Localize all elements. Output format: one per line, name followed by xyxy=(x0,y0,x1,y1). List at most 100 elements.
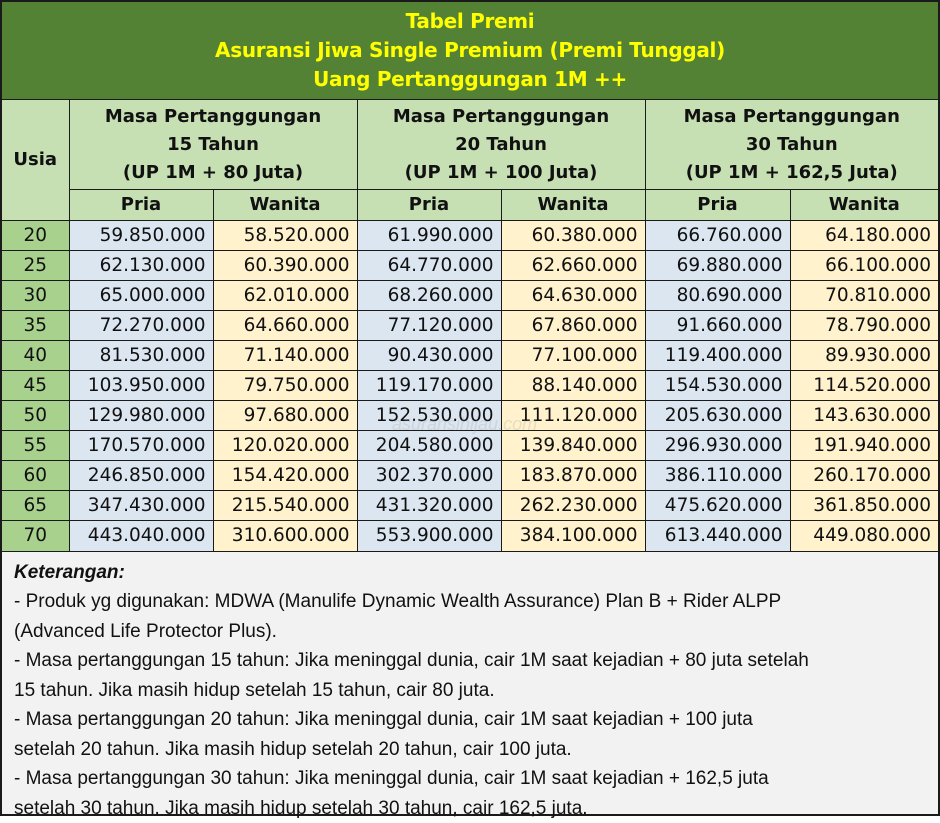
premium-table: Usia Masa Pertanggungan 15 Tahun (UP 1M … xyxy=(2,100,938,552)
notes-line: setelah 20 tahun. Jika masih hidup setel… xyxy=(14,738,572,760)
notes-line: - Masa pertanggungan 30 tahun: Jika meni… xyxy=(14,768,769,790)
premium-cell-wanita: 215.540.000 xyxy=(212,490,358,522)
premium-cell-pria: 59.850.000 xyxy=(68,219,214,251)
group-header-row: Usia Masa Pertanggungan 15 Tahun (UP 1M … xyxy=(2,100,938,221)
age-cell: 45 xyxy=(2,369,70,402)
notes-line: - Masa pertanggungan 20 tahun: Jika meni… xyxy=(14,709,753,731)
premium-cell-pria: 204.580.000 xyxy=(356,430,502,462)
premium-cell-wanita: 64.660.000 xyxy=(212,309,358,341)
premium-cell-pria: 66.760.000 xyxy=(644,219,791,251)
table-row: 65 347.430.000 215.540.000 431.320.000 262.2… xyxy=(2,490,938,522)
group-header-line: Masa Pertanggungan xyxy=(104,106,322,128)
group-header-line: 15 Tahun xyxy=(167,134,259,156)
group-header-line: Masa Pertanggungan xyxy=(392,106,610,128)
premium-cell-wanita: 77.100.000 xyxy=(500,339,646,371)
premium-cell-wanita: 66.100.000 xyxy=(789,249,938,281)
premium-cell-wanita: 62.660.000 xyxy=(500,249,646,281)
sub-header-pria: Pria xyxy=(68,188,214,221)
group-header-line: (UP 1M + 162,5 Juta) xyxy=(685,162,898,184)
premium-cell-wanita: 60.380.000 xyxy=(500,219,646,251)
age-cell: 55 xyxy=(2,430,70,462)
age-header: Usia xyxy=(2,100,70,221)
age-cell: 20 xyxy=(2,219,70,251)
sub-header-row: Pria Wanita Pria Wanita Pria Wanita xyxy=(2,188,938,221)
premium-cell-pria: 72.270.000 xyxy=(68,309,214,341)
premium-cell-pria: 475.620.000 xyxy=(644,490,791,522)
premium-cell-wanita: 89.930.000 xyxy=(789,339,938,371)
premium-cell-wanita: 58.520.000 xyxy=(212,219,358,251)
premium-cell-wanita: 191.940.000 xyxy=(789,430,938,462)
notes-line: (Advanced Life Protector Plus). xyxy=(14,620,277,642)
group-header-15: Masa Pertanggungan 15 Tahun (UP 1M + 80 … xyxy=(68,100,358,190)
premium-cell-wanita: 97.680.000 xyxy=(212,400,358,432)
premium-cell-wanita: 111.120.000 xyxy=(500,400,646,432)
notes-line: - Produk yg digunakan: MDWA (Manulife Dy… xyxy=(14,591,782,613)
premium-cell-pria: 431.320.000 xyxy=(356,490,502,522)
premium-cell-pria: 80.690.000 xyxy=(644,279,791,311)
age-cell: 50 xyxy=(2,400,70,432)
premium-cell-wanita: 88.140.000 xyxy=(500,369,646,402)
age-cell: 25 xyxy=(2,249,70,281)
notes-line: - Masa pertanggungan 15 tahun: Jika meni… xyxy=(14,650,809,672)
premium-cell-pria: 302.370.000 xyxy=(356,460,502,492)
premium-cell-wanita: 310.600.000 xyxy=(212,520,358,552)
premium-cell-pria: 77.120.000 xyxy=(356,309,502,341)
premium-cell-pria: 81.530.000 xyxy=(68,339,214,371)
premium-cell-pria: 613.440.000 xyxy=(644,520,791,552)
premium-cell-wanita: 260.170.000 xyxy=(789,460,938,492)
premium-cell-wanita: 384.100.000 xyxy=(500,520,646,552)
group-header-line: Masa Pertanggungan xyxy=(683,106,900,128)
sub-header-wanita: Wanita xyxy=(212,188,358,221)
age-cell: 40 xyxy=(2,339,70,371)
premium-cell-wanita: 262.230.000 xyxy=(500,490,646,522)
premium-cell-pria: 246.850.000 xyxy=(68,460,214,492)
premium-cell-pria: 347.430.000 xyxy=(68,490,214,522)
premium-cell-pria: 205.630.000 xyxy=(644,400,791,432)
title-line-1: Tabel Premi xyxy=(405,9,535,33)
premium-cell-wanita: 154.420.000 xyxy=(212,460,358,492)
premium-cell-pria: 103.950.000 xyxy=(68,369,214,402)
notes-line: 15 tahun. Jika masih hidup setelah 15 ta… xyxy=(14,679,495,701)
table-row: 55 170.570.000 120.020.000 204.580.000 139.8… xyxy=(2,430,938,462)
age-cell: 60 xyxy=(2,460,70,492)
premium-cell-pria: 69.880.000 xyxy=(644,249,791,281)
sub-header-wanita: Wanita xyxy=(500,188,646,221)
notes-line: setelah 30 tahun. Jika masih hidup setel… xyxy=(14,797,588,819)
table-row: 50 129.980.000 97.680.000 152.530.000 111.12… xyxy=(2,400,938,432)
table-row: 45 103.950.000 79.750.000 119.170.000 88.140… xyxy=(2,369,938,402)
premium-cell-pria: 65.000.000 xyxy=(68,279,214,311)
title-line-3: Uang Pertanggungan 1M ++ xyxy=(313,67,627,91)
title-line-2: Asuransi Jiwa Single Premium (Premi Tung… xyxy=(215,38,725,62)
premium-cell-wanita: 62.010.000 xyxy=(212,279,358,311)
premium-cell-pria: 553.900.000 xyxy=(356,520,502,552)
premium-cell-wanita: 120.020.000 xyxy=(212,430,358,462)
premium-cell-pria: 90.430.000 xyxy=(356,339,502,371)
table-row: 60 246.850.000 154.420.000 302.370.000 183.8… xyxy=(2,460,938,492)
premium-cell-wanita: 71.140.000 xyxy=(212,339,358,371)
premium-cell-wanita: 143.630.000 xyxy=(789,400,938,432)
table-body: 20 59.850.000 58.520.000 61.990.000 60.380.0… xyxy=(2,219,938,552)
premium-cell-wanita: 114.520.000 xyxy=(789,369,938,402)
premium-cell-pria: 386.110.000 xyxy=(644,460,791,492)
premium-cell-wanita: 79.750.000 xyxy=(212,369,358,402)
sub-header-pria: Pria xyxy=(644,188,791,221)
premium-cell-wanita: 60.390.000 xyxy=(212,249,358,281)
group-header-20: Masa Pertanggungan 20 Tahun (UP 1M + 100… xyxy=(356,100,646,190)
table-row: 35 72.270.000 64.660.000 77.120.000 67.860.0… xyxy=(2,309,938,341)
group-header-line: 30 Tahun xyxy=(745,134,838,156)
premium-cell-wanita: 64.630.000 xyxy=(500,279,646,311)
age-cell: 65 xyxy=(2,490,70,522)
premium-cell-wanita: 361.850.000 xyxy=(789,490,938,522)
premium-cell-pria: 443.040.000 xyxy=(68,520,214,552)
premium-cell-pria: 154.530.000 xyxy=(644,369,791,402)
premium-cell-wanita: 183.870.000 xyxy=(500,460,646,492)
premium-cell-pria: 152.530.000 xyxy=(356,400,502,432)
premium-cell-pria: 91.660.000 xyxy=(644,309,791,341)
table-row: 25 62.130.000 60.390.000 64.770.000 62.660.0… xyxy=(2,249,938,281)
premium-cell-wanita: 67.860.000 xyxy=(500,309,646,341)
premium-cell-pria: 64.770.000 xyxy=(356,249,502,281)
notes-heading: Keterangan: xyxy=(14,561,125,583)
premium-cell-pria: 119.170.000 xyxy=(356,369,502,402)
group-header-line: 20 Tahun xyxy=(455,134,547,156)
